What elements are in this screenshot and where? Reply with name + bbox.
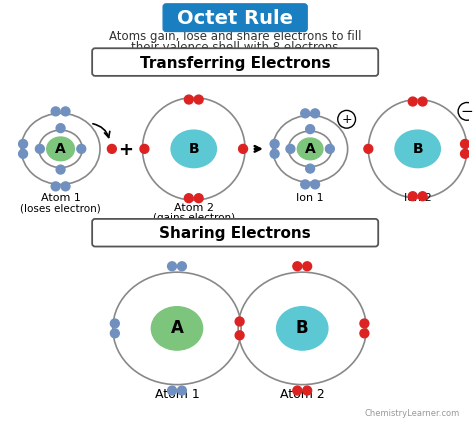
Circle shape: [184, 194, 193, 203]
Ellipse shape: [297, 138, 323, 160]
Text: +: +: [118, 141, 133, 159]
Circle shape: [56, 124, 65, 133]
Circle shape: [303, 262, 311, 271]
Circle shape: [110, 329, 119, 338]
Text: Atoms gain, lose and share electrons to fill: Atoms gain, lose and share electrons to …: [109, 30, 362, 43]
Circle shape: [310, 109, 319, 118]
Circle shape: [408, 97, 417, 106]
Text: +: +: [341, 113, 352, 126]
Text: Atom 1: Atom 1: [41, 193, 81, 203]
Circle shape: [18, 139, 27, 148]
Circle shape: [306, 164, 315, 173]
Circle shape: [306, 125, 315, 134]
Circle shape: [270, 139, 279, 148]
Circle shape: [286, 145, 295, 153]
Circle shape: [326, 145, 334, 153]
Text: Atom 2: Atom 2: [280, 388, 325, 401]
Text: ChemistryLearner.com: ChemistryLearner.com: [365, 409, 460, 418]
Circle shape: [360, 319, 369, 328]
Circle shape: [140, 145, 149, 153]
Circle shape: [168, 262, 176, 271]
Text: Ion 2: Ion 2: [404, 193, 431, 203]
FancyBboxPatch shape: [163, 4, 307, 31]
Text: A: A: [171, 319, 183, 338]
Text: A: A: [55, 142, 66, 156]
Circle shape: [310, 180, 319, 189]
Text: Transferring Electrons: Transferring Electrons: [140, 56, 330, 70]
Circle shape: [293, 386, 302, 395]
Circle shape: [461, 139, 469, 148]
Ellipse shape: [171, 130, 217, 167]
Circle shape: [293, 262, 302, 271]
Circle shape: [61, 182, 70, 191]
Circle shape: [301, 180, 310, 189]
Circle shape: [177, 386, 186, 395]
Text: Ion 1: Ion 1: [296, 193, 324, 203]
Circle shape: [418, 97, 427, 106]
Circle shape: [194, 95, 203, 104]
Circle shape: [194, 194, 203, 203]
Circle shape: [301, 109, 310, 118]
Circle shape: [36, 145, 44, 153]
Text: B: B: [412, 142, 423, 156]
Text: Sharing Electrons: Sharing Electrons: [159, 226, 311, 241]
Text: −: −: [461, 104, 474, 119]
Text: Atom 2: Atom 2: [174, 203, 214, 213]
Circle shape: [235, 317, 244, 326]
Circle shape: [235, 331, 244, 340]
Circle shape: [108, 145, 116, 153]
Text: (gains electron): (gains electron): [153, 213, 235, 223]
Circle shape: [51, 107, 60, 116]
Circle shape: [364, 145, 373, 153]
Text: Octet Rule: Octet Rule: [177, 9, 293, 28]
Circle shape: [303, 386, 311, 395]
Ellipse shape: [47, 137, 74, 161]
Text: A: A: [305, 142, 316, 156]
Circle shape: [110, 319, 119, 328]
Circle shape: [168, 386, 176, 395]
Circle shape: [461, 149, 469, 158]
Circle shape: [270, 149, 279, 158]
Circle shape: [238, 145, 247, 153]
Text: Atom 1: Atom 1: [155, 388, 200, 401]
Circle shape: [184, 95, 193, 104]
Text: (loses electron): (loses electron): [20, 203, 101, 213]
FancyBboxPatch shape: [92, 48, 378, 76]
Circle shape: [360, 329, 369, 338]
Ellipse shape: [277, 307, 328, 350]
Circle shape: [18, 149, 27, 158]
Text: B: B: [296, 319, 309, 338]
Ellipse shape: [395, 130, 440, 167]
Circle shape: [51, 182, 60, 191]
Ellipse shape: [151, 307, 202, 350]
Circle shape: [56, 165, 65, 174]
Text: B: B: [189, 142, 199, 156]
FancyBboxPatch shape: [92, 219, 378, 246]
Circle shape: [61, 107, 70, 116]
Circle shape: [77, 145, 86, 153]
Text: their valence shell with 8 electrons: their valence shell with 8 electrons: [131, 41, 339, 54]
Circle shape: [177, 262, 186, 271]
Circle shape: [408, 192, 417, 201]
Circle shape: [418, 192, 427, 201]
